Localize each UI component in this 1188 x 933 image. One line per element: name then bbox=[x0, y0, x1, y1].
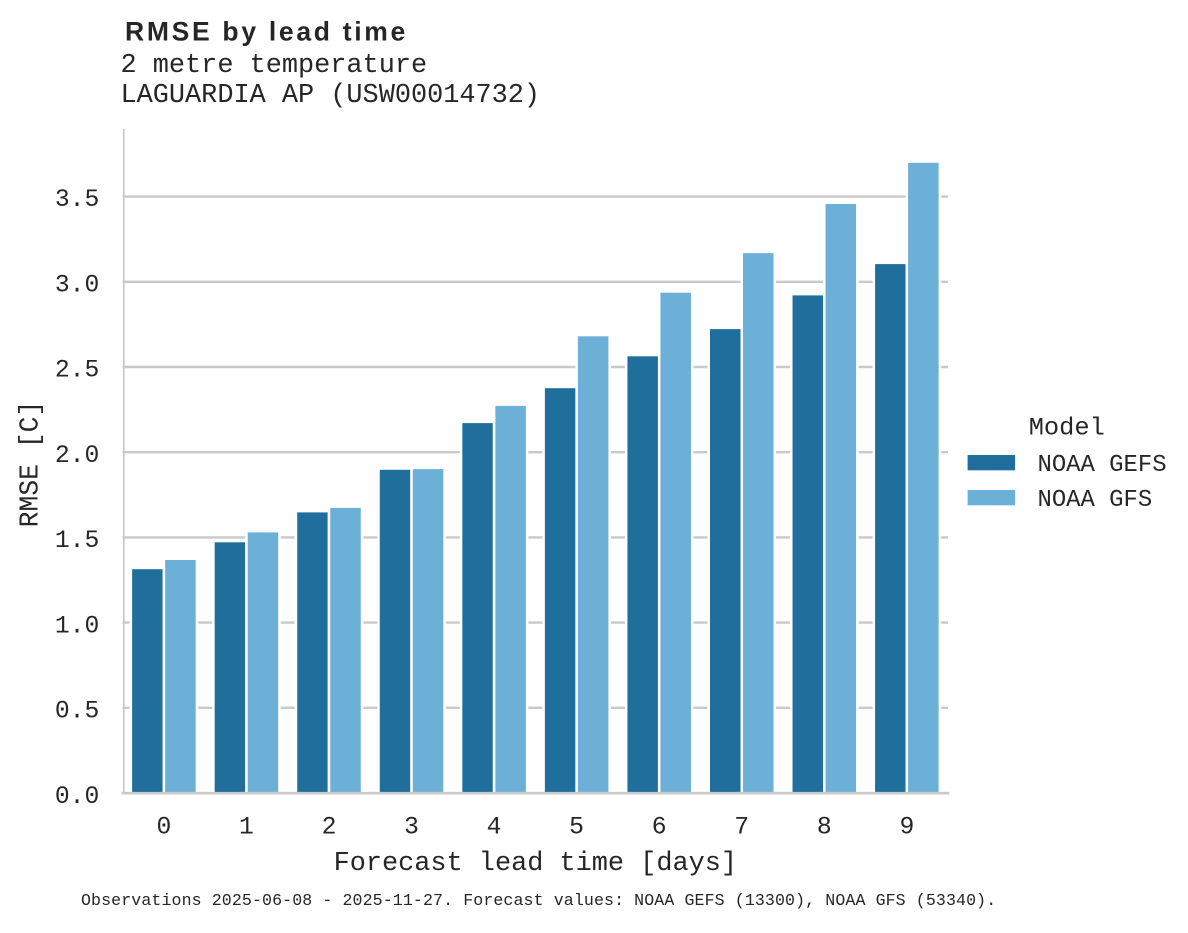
svg-text:0: 0 bbox=[156, 814, 171, 842]
svg-text:5: 5 bbox=[569, 814, 584, 842]
svg-text:7: 7 bbox=[734, 814, 749, 842]
svg-text:0.0: 0.0 bbox=[55, 783, 99, 811]
svg-text:1.5: 1.5 bbox=[55, 527, 99, 555]
svg-text:2 metre temperature: 2 metre temperature bbox=[121, 51, 428, 81]
svg-text:LAGUARDIA AP (USW00014732): LAGUARDIA AP (USW00014732) bbox=[121, 81, 541, 111]
svg-text:6: 6 bbox=[652, 814, 667, 842]
svg-text:3: 3 bbox=[404, 814, 419, 842]
svg-text:Model: Model bbox=[1029, 414, 1105, 443]
svg-text:Forecast lead time [days]: Forecast lead time [days] bbox=[334, 849, 737, 879]
svg-text:NOAA GEFS: NOAA GEFS bbox=[1038, 452, 1167, 479]
svg-text:1: 1 bbox=[239, 814, 254, 842]
svg-text:2: 2 bbox=[322, 814, 337, 842]
svg-text:RMSE by lead time: RMSE by lead time bbox=[125, 16, 408, 46]
svg-text:3.0: 3.0 bbox=[55, 271, 99, 299]
svg-text:RMSE [C]: RMSE [C] bbox=[16, 401, 46, 528]
svg-text:1.0: 1.0 bbox=[55, 612, 99, 640]
svg-text:3.5: 3.5 bbox=[55, 186, 99, 214]
svg-text:0.5: 0.5 bbox=[55, 698, 99, 726]
svg-text:NOAA GFS: NOAA GFS bbox=[1038, 487, 1153, 514]
svg-text:4: 4 bbox=[487, 814, 502, 842]
svg-text:8: 8 bbox=[817, 814, 832, 842]
svg-text:9: 9 bbox=[899, 814, 914, 842]
svg-text:Observations 2025-06-08 - 2025: Observations 2025-06-08 - 2025-11-27. Fo… bbox=[81, 891, 996, 910]
svg-text:2.5: 2.5 bbox=[55, 357, 99, 385]
svg-text:2.0: 2.0 bbox=[55, 442, 99, 470]
